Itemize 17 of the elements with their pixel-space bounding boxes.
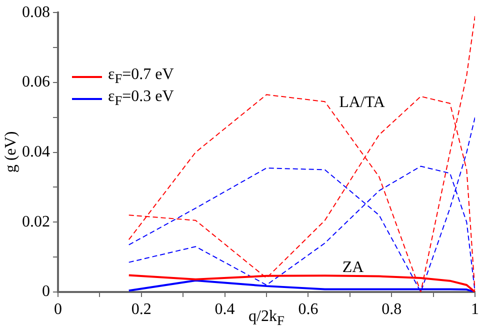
y-axis-title: g (eV) bbox=[2, 132, 20, 173]
x-tick-label: 0.8 bbox=[382, 300, 402, 318]
y-tick-label: 0.08 bbox=[22, 4, 50, 21]
annotation: LA/TA bbox=[339, 94, 386, 112]
annotation: ZA bbox=[342, 259, 364, 276]
x-tick-label: 0.2 bbox=[131, 300, 152, 318]
legend-label: ε$_{F}$=0.7 eV bbox=[108, 66, 174, 88]
x-axis-title: q/2k$_{F}$ bbox=[248, 308, 284, 330]
y-tick-label: 0 bbox=[42, 283, 50, 300]
x-tick-label: 0 bbox=[54, 300, 62, 318]
x-tick-label: 1 bbox=[471, 300, 479, 318]
x-tick-label: 0.6 bbox=[298, 300, 318, 318]
y-tick-label: 0.04 bbox=[22, 144, 50, 161]
x-tick-label: 0.4 bbox=[214, 300, 235, 318]
y-tick-label: 0.02 bbox=[22, 213, 50, 230]
y-tick-label: 0.06 bbox=[22, 74, 50, 91]
legend-label: ε$_{F}$=0.3 eV bbox=[108, 88, 174, 110]
